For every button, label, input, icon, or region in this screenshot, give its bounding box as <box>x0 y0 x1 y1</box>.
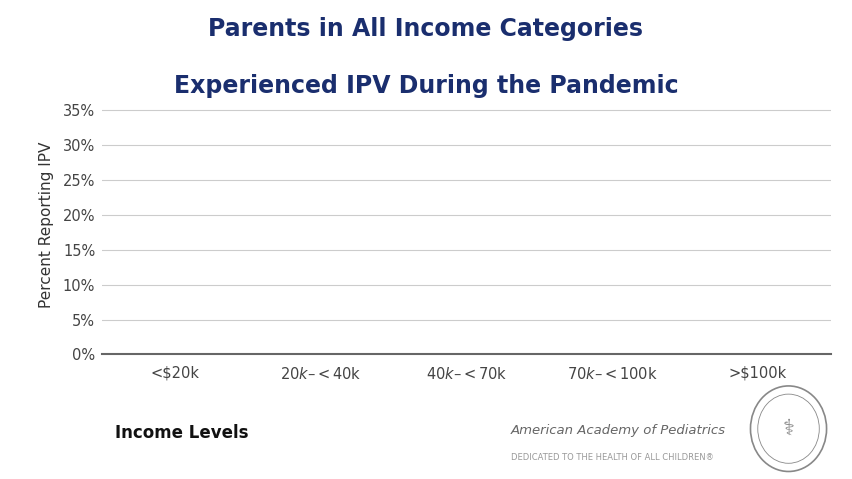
Text: ⚕: ⚕ <box>782 419 795 439</box>
Text: Experienced IPV During the Pandemic: Experienced IPV During the Pandemic <box>174 74 678 98</box>
Y-axis label: Percent Reporting IPV: Percent Reporting IPV <box>39 142 55 308</box>
Text: DEDICATED TO THE HEALTH OF ALL CHILDREN®: DEDICATED TO THE HEALTH OF ALL CHILDREN® <box>511 453 714 462</box>
Text: Parents in All Income Categories: Parents in All Income Categories <box>209 17 643 41</box>
Text: Income Levels: Income Levels <box>115 424 249 442</box>
Text: American Academy of Pediatrics: American Academy of Pediatrics <box>511 424 726 437</box>
